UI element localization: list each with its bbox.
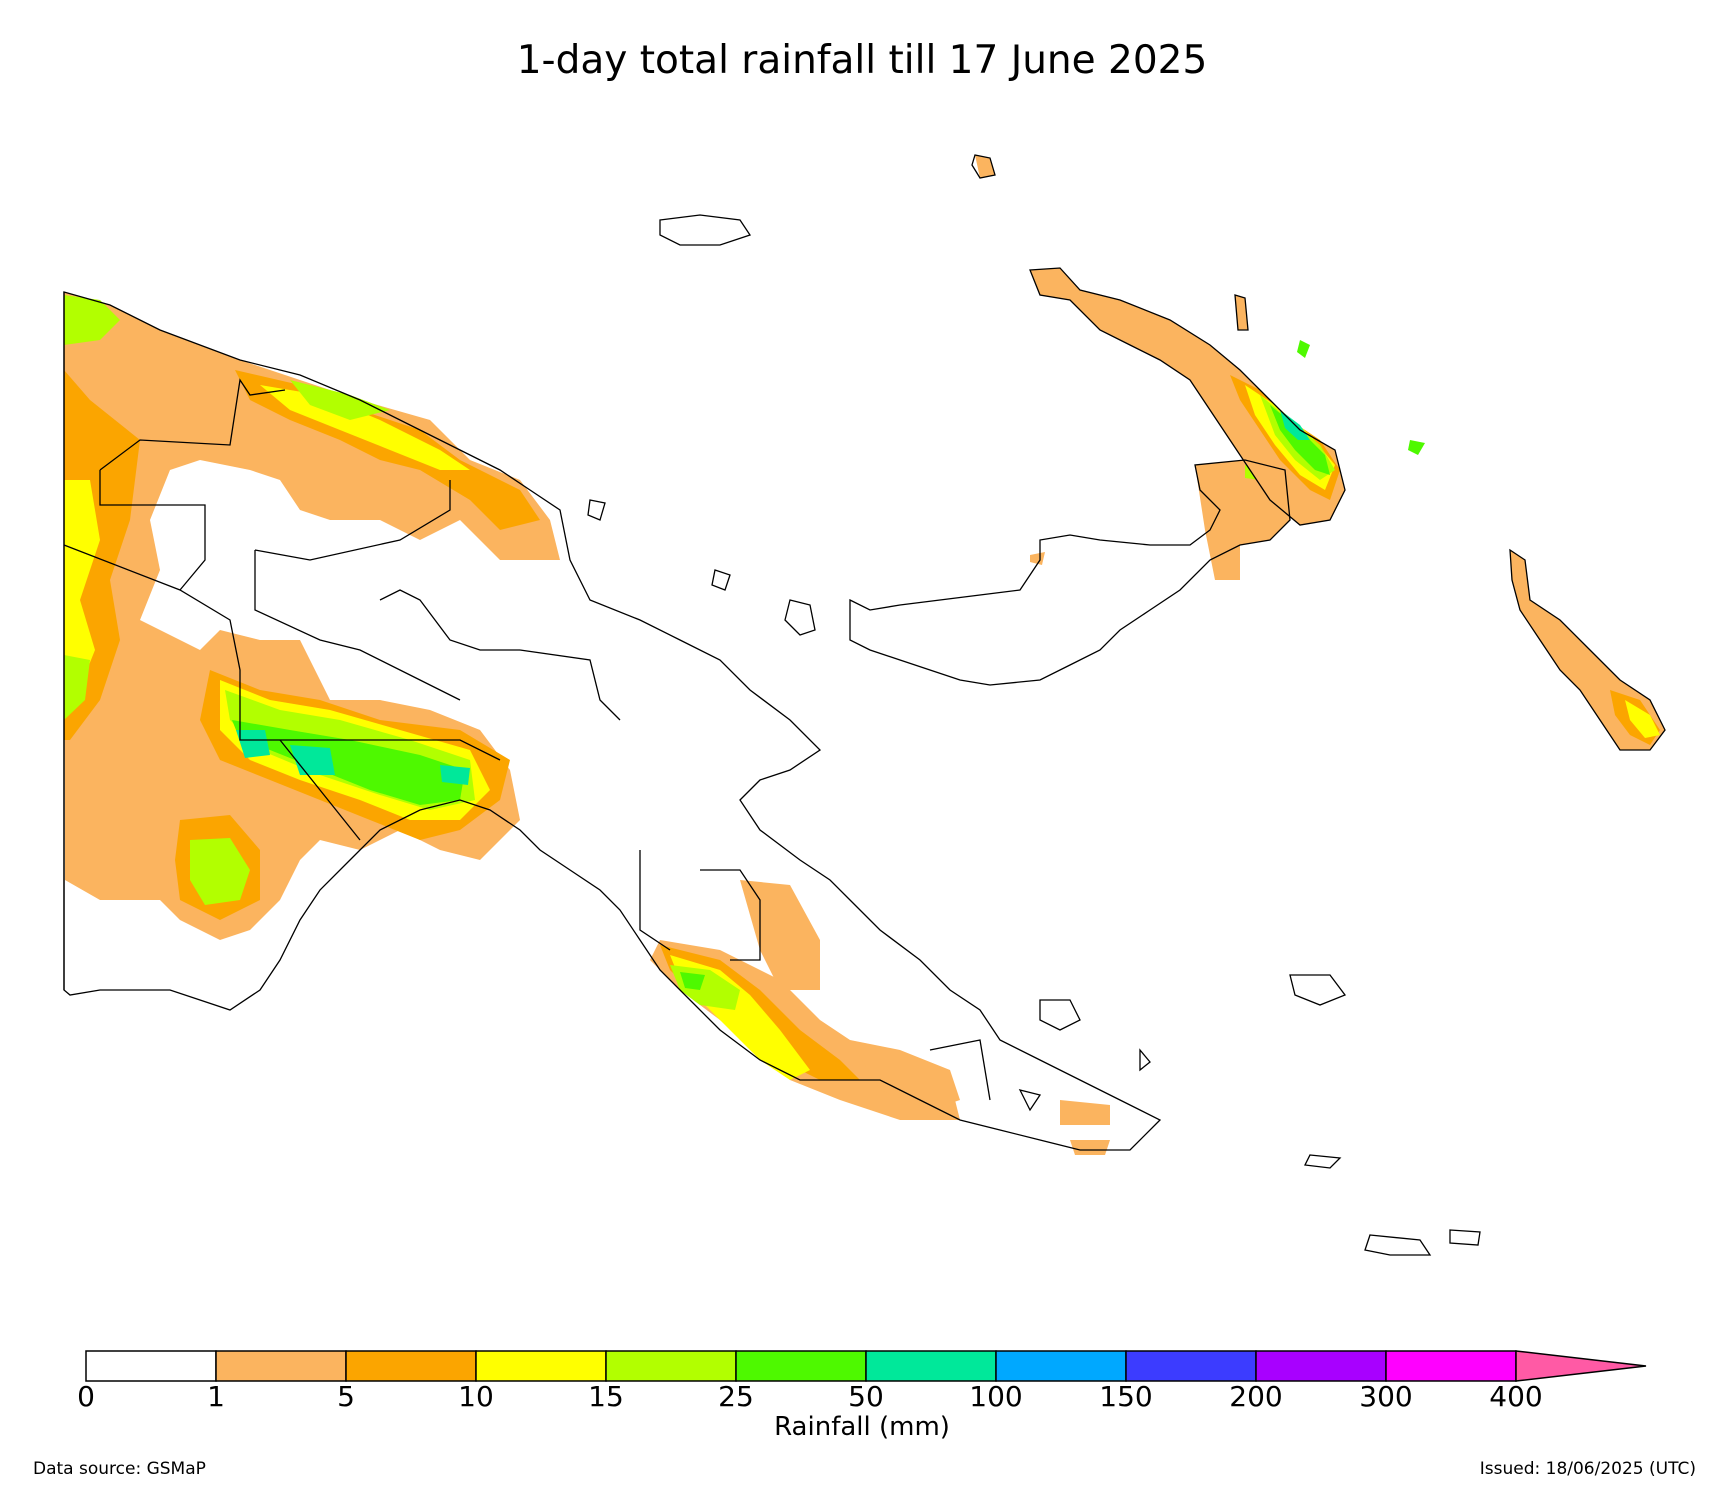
province-border-8 xyxy=(279,739,361,841)
colorbar-tick-3: 10 xyxy=(458,1380,494,1413)
colorbar-segment-9 xyxy=(1255,1350,1387,1382)
colorbar-segment-8 xyxy=(1125,1350,1257,1382)
rain-area-island-small-1 xyxy=(1235,295,1248,330)
rain-area-west-10to15 xyxy=(64,480,100,700)
rain-area-north-10to15 xyxy=(260,385,470,470)
colorbar-tick-9: 200 xyxy=(1229,1380,1283,1413)
province-border-5 xyxy=(254,480,451,561)
data-source-note: Data source: GSMaP xyxy=(33,1459,206,1479)
rain-area-west-15to25-top xyxy=(64,295,120,345)
colorbar-tick-5: 25 xyxy=(718,1380,754,1413)
manus-coastline xyxy=(659,214,752,246)
rain-area-sw-15to25 xyxy=(190,838,250,905)
province-border-7 xyxy=(519,649,621,721)
mainland-coastline xyxy=(63,291,1162,1151)
colorbar-extend-arrow xyxy=(1515,1350,1647,1382)
colorbar-tick-4: 15 xyxy=(588,1380,624,1413)
colorbar-segment-2 xyxy=(345,1350,477,1382)
rain-area-milne-1to5 xyxy=(850,1040,960,1110)
rain-area-island-small-3 xyxy=(1408,440,1425,455)
se-island-3 xyxy=(1304,1154,1342,1169)
colorbar-tick-11: 400 xyxy=(1489,1380,1543,1413)
se-island-4 xyxy=(1364,1234,1432,1256)
se-island-7 xyxy=(1018,1089,1042,1112)
newireland-coastline xyxy=(1029,267,1346,526)
colorbar xyxy=(85,1350,1647,1382)
rain-area-bougainville-10to15 xyxy=(1625,700,1660,738)
colorbar-tick-8: 150 xyxy=(1099,1380,1153,1413)
se-island-1 xyxy=(1039,999,1081,1031)
issued-date-note: Issued: 18/06/2025 (UTC) xyxy=(1479,1459,1696,1479)
bougainville-coastline xyxy=(1509,548,1666,751)
colorbar-tick-7: 100 xyxy=(969,1380,1023,1413)
province-border-2 xyxy=(99,470,206,591)
chart-title: 1-day total rainfall till 17 June 2025 xyxy=(516,38,1208,83)
province-border-10 xyxy=(700,869,761,961)
province-border-3 xyxy=(99,378,286,471)
rain-area-central-50to100-a xyxy=(236,730,270,758)
colorbar-segment-4 xyxy=(605,1350,737,1382)
rain-area-se2-1to5 xyxy=(1070,1140,1110,1155)
rain-area-manus-1to5 xyxy=(975,155,995,178)
island-outline-4 xyxy=(711,569,731,591)
island-outline-2 xyxy=(1234,294,1249,331)
rain-area-island-small-4 xyxy=(1030,552,1045,565)
colorbar-segment-5 xyxy=(735,1350,867,1382)
colorbar-tick-1: 1 xyxy=(207,1380,225,1413)
island-outline-3 xyxy=(784,599,816,636)
colorbar-segment-7 xyxy=(995,1350,1127,1382)
rain-area-central-50to100-c xyxy=(440,765,470,785)
colorbar-segment-6 xyxy=(865,1350,997,1382)
se-island-2 xyxy=(1289,974,1347,1006)
rainfall-layer xyxy=(64,155,1665,1155)
province-border-6 xyxy=(379,589,520,651)
colorbar-segment-1 xyxy=(215,1350,347,1382)
province-border-4 xyxy=(254,550,461,701)
island-outline-1 xyxy=(971,154,996,179)
boundaries-layer xyxy=(63,154,1666,1256)
rain-area-se-1to5 xyxy=(1060,1100,1110,1125)
newbritain-coastline xyxy=(849,459,1291,686)
colorbar-label: Rainfall (mm) xyxy=(774,1412,950,1442)
rain-area-west-15to25-side xyxy=(64,655,90,720)
se-island-6 xyxy=(1139,1048,1151,1072)
island-outline-5 xyxy=(587,499,606,521)
rain-area-north-15to25 xyxy=(290,380,390,420)
rain-area-newireland-1to5 xyxy=(1030,268,1345,525)
rain-area-south-25to50 xyxy=(680,972,705,990)
colorbar-segment-10 xyxy=(1385,1350,1517,1382)
colorbar-tick-10: 300 xyxy=(1359,1380,1413,1413)
colorbar-tick-2: 5 xyxy=(337,1380,355,1413)
se-island-5 xyxy=(1449,1229,1481,1246)
colorbar-segment-0 xyxy=(85,1350,217,1382)
province-border-9 xyxy=(639,850,671,951)
rain-area-central-25to50 xyxy=(232,720,465,805)
rain-area-island-small-2 xyxy=(1297,340,1310,358)
colorbar-tick-6: 50 xyxy=(848,1380,884,1413)
province-border-11 xyxy=(929,1039,991,1101)
colorbar-tick-0: 0 xyxy=(77,1380,95,1413)
colorbar-segment-3 xyxy=(475,1350,607,1382)
